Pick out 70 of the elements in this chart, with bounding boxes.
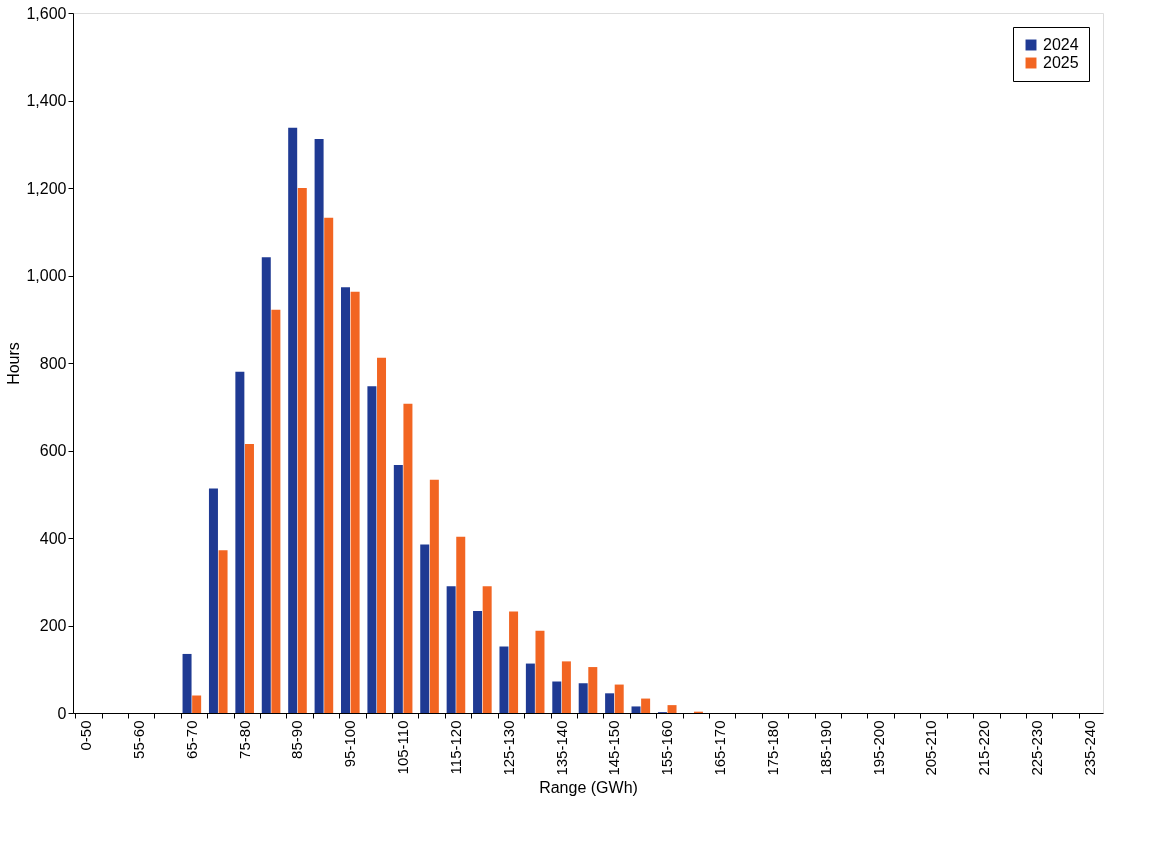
y-tick-label: 1,400	[26, 92, 67, 109]
x-axis-title: Range (GWh)	[539, 778, 638, 796]
bar	[429, 479, 439, 713]
bar	[341, 287, 351, 713]
bar	[314, 139, 324, 713]
x-tick-label: 165-170	[711, 720, 729, 776]
bar	[482, 586, 492, 713]
bar	[235, 371, 245, 713]
x-tick-label: 105-110	[394, 720, 412, 775]
x-tick-label: 155-160	[658, 720, 676, 776]
bar	[393, 464, 403, 713]
bar	[561, 661, 571, 713]
x-tick-label: 135-140	[552, 720, 570, 776]
y-tick-label: 400	[39, 529, 67, 547]
bar	[509, 611, 519, 713]
y-tick-label: 1,600	[26, 4, 67, 22]
bar	[525, 663, 535, 713]
x-tick-label: 0-50	[77, 720, 95, 751]
y-tick-label: 0	[57, 704, 67, 722]
bar	[631, 706, 641, 713]
x-tick-label: 145-150	[605, 720, 623, 776]
x-tick-label: 95-100	[341, 720, 359, 768]
x-tick-label: 195-200	[869, 720, 887, 776]
y-tick-label: 1,200	[26, 179, 67, 197]
y-tick-label: 600	[39, 442, 67, 459]
x-tick-label: 65-70	[182, 720, 200, 759]
bar	[192, 695, 202, 713]
x-tick-label: 175-180	[763, 720, 781, 776]
legend-label: 2025	[1043, 54, 1079, 71]
y-tick-label: 200	[39, 617, 67, 634]
legend-label: 2024	[1043, 36, 1079, 53]
bar	[473, 611, 483, 713]
bar	[456, 536, 466, 713]
bar	[297, 188, 307, 713]
bar	[667, 705, 677, 713]
bar	[377, 357, 387, 713]
y-tick-label: 800	[39, 354, 67, 372]
bar	[578, 683, 588, 713]
bar	[367, 386, 377, 713]
y-tick-label: 1,000	[26, 267, 67, 284]
x-tick-label: 75-80	[235, 720, 253, 759]
x-tick-label: 115-120	[446, 720, 464, 775]
x-tick-label: 85-90	[288, 720, 306, 759]
bar	[499, 646, 509, 713]
bar	[261, 257, 271, 713]
bar	[288, 127, 298, 713]
y-axis-title: Hours	[5, 342, 23, 385]
bar	[324, 217, 334, 713]
bar	[182, 653, 192, 713]
bar	[420, 544, 430, 713]
bar	[605, 693, 615, 713]
bar	[535, 630, 545, 713]
x-tick-label: 55-60	[130, 720, 148, 759]
bar	[641, 698, 651, 713]
bar	[446, 586, 456, 713]
bar	[614, 684, 624, 713]
bar	[208, 488, 218, 713]
x-tick-label: 185-190	[816, 720, 834, 776]
bar	[403, 403, 413, 713]
bar	[218, 550, 228, 713]
x-tick-label: 215-220	[975, 720, 993, 776]
bar	[552, 681, 562, 713]
x-tick-label: 205-210	[922, 720, 940, 776]
bar	[244, 443, 254, 713]
x-tick-label: 225-230	[1027, 720, 1045, 776]
bar	[588, 667, 598, 713]
x-tick-label: 125-130	[499, 720, 517, 776]
bar	[350, 291, 360, 713]
bar	[271, 309, 281, 713]
x-tick-label: 235-240	[1080, 720, 1098, 776]
